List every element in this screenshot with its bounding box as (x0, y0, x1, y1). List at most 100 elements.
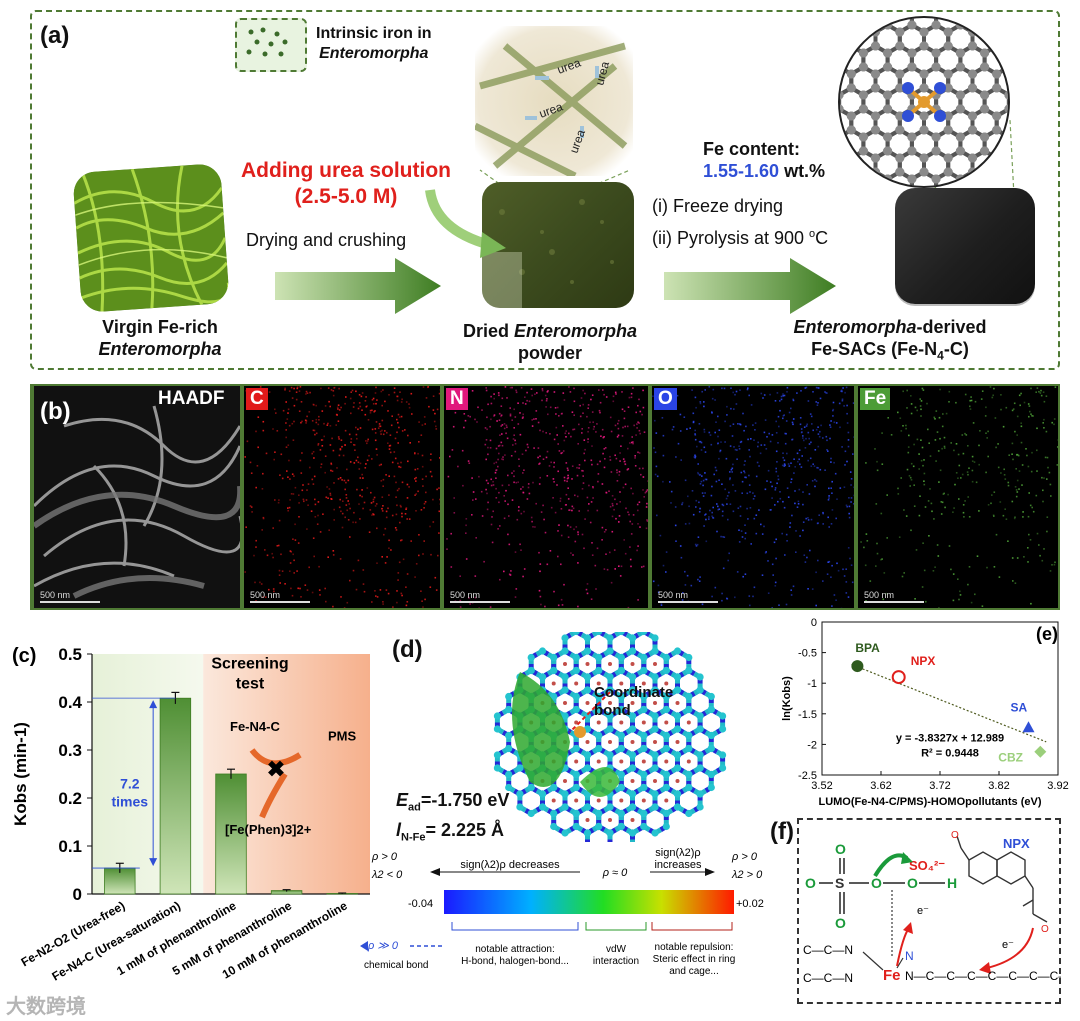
n-fe-bond-top (862, 951, 884, 971)
watermark: 大数跨境 (6, 996, 86, 1018)
caption-dried-italic: Enteromorpha (514, 321, 638, 341)
caption-virgin-line2: Enteromorpha (98, 339, 222, 359)
panel-f-letter: (f) (770, 818, 794, 845)
chain-label: N—C—C—C—C—C—C—C— (905, 969, 1061, 983)
iron-legend-box (235, 18, 307, 72)
chart-c-ytick-label: 0.4 (58, 693, 82, 712)
vdw-label1: vdW (606, 944, 627, 955)
chart-c-ratio-arrow-down (149, 858, 158, 867)
caption-derived-italic: Enteromorpha (793, 317, 917, 337)
o-atom-left: O (805, 875, 816, 891)
chart-e-fit-line (851, 663, 1047, 743)
o-atom-bridge1: O (871, 875, 882, 891)
seaweed-photo (72, 163, 230, 313)
chart-c-ratio-value: 7.2 (120, 775, 140, 791)
chart-e-r2: R² = 0.9448 (921, 747, 979, 759)
chart-c-ytick-label: 0 (73, 885, 82, 904)
nci-gradient-bar (444, 890, 734, 914)
repulsion-label1: notable repulsion: (655, 942, 734, 953)
haadf-texture (32, 386, 244, 608)
coordinate-bond-label: Coordinate bond (594, 684, 674, 719)
panel-a-letter: (a) (40, 22, 70, 49)
panel-e-letter: (e) (1036, 624, 1058, 644)
fesac-tile (895, 188, 1035, 304)
chart-c-reaction-arrow-2 (259, 772, 288, 819)
increases-label1: sign(λ2)ρ (655, 847, 700, 859)
increases-label2: increases (654, 859, 702, 871)
left-cond2: λ2 < 0 (371, 869, 403, 881)
attraction-label2: H-bond, halogen-bond... (461, 956, 569, 967)
chart-e-equation: y = -3.8327x + 12.989 (896, 732, 1004, 744)
npx-molecule (956, 835, 1048, 923)
fe-electron-arrow-head (903, 922, 913, 934)
scale-min: -0.04 (408, 898, 433, 910)
chart-e-ytick-label: -1.5 (798, 709, 817, 721)
chart-e-point-label: BPA (855, 641, 880, 655)
panel-f-frame (797, 818, 1061, 1004)
chemical-bond-arrow-head (360, 941, 368, 951)
caption-derived-line2: Fe-SACs (Fe-N (811, 339, 938, 359)
repulsion-label2: Steric effect in ring (653, 954, 736, 965)
increases-arrow-head (705, 868, 715, 876)
repulsion-label3: and cage... (669, 966, 718, 977)
vdw-label2: interaction (593, 956, 639, 967)
caption-derived-suffix: -derived (916, 317, 987, 337)
eds-label-o: O (654, 388, 677, 410)
caption-derived-sub: 4 (937, 348, 944, 363)
panel-f-mechanism: O O O O O H S e⁻ SO₄²⁻ O O NPX e⁻ C—C—N … (803, 830, 1061, 985)
scalebar-fe (864, 601, 924, 603)
chart-c-ratio-unit: times (112, 793, 149, 809)
scalebar-label-c: 500 nm (250, 590, 281, 600)
eds-label-c: C (246, 388, 268, 410)
chart-c-bar (215, 773, 247, 895)
fe-n4-structure-inset (838, 16, 1010, 188)
o-atom-top: O (835, 841, 846, 857)
attraction-label1: notable attraction: (475, 944, 555, 955)
eds-label-fe: Fe (860, 388, 891, 410)
chart-c-ratio-arrow-up (149, 700, 158, 709)
adding-urea-line1: Adding urea solution (241, 159, 451, 182)
panel-c-letter: (c) (12, 645, 36, 667)
caption-dried-prefix: Dried (462, 321, 514, 341)
step-pyrolysis-text: (ii) Pyrolysis at 900 (652, 228, 810, 248)
caption-dried-line2: powder (517, 343, 582, 363)
caption-virgin: Virgin Fe-rich Enteromorpha (80, 316, 240, 360)
chart-e-xlabel: LUMO(Fe-N4-C/PMS)-HOMOpollutants (eV) (818, 796, 1041, 808)
chemical-bond-label: chemical bond (364, 960, 428, 971)
chart-c-reaction-arrow (249, 748, 302, 767)
rho-big-label: ρ ≫ 0 (367, 940, 399, 952)
adding-urea-line2: (2.5-5.0 M) (294, 185, 398, 208)
eds-fe-texture (860, 386, 1060, 609)
microscope-inset: urea urea urea urea (475, 26, 633, 176)
chart-c-screening-label2: test (236, 675, 265, 692)
vdw-bracket (585, 922, 647, 931)
so4-label: SO₄²⁻ (909, 858, 945, 873)
chart-c-catalyst-label: Fe-N4-C (230, 719, 280, 734)
eds-map-c: C 500 nm (242, 384, 442, 610)
chart-e-ytick-label: 0 (811, 617, 817, 629)
panel-b-letter: (b) (40, 398, 71, 425)
cc-top-label: C—C—N (803, 943, 853, 957)
step-pyrolysis: (ii) Pyrolysis at 900 oC (652, 228, 829, 248)
arrow-pyrolysis-icon (664, 258, 836, 314)
chart-e-xtick-label: 3.62 (870, 780, 891, 792)
chart-e-ytick-label: -2.5 (798, 770, 817, 782)
nci-color-scale: ρ > 0 λ2 < 0 sign(λ2)ρ decreases ρ ≈ 0 s… (360, 847, 764, 977)
npx-oxygen: O (951, 830, 959, 841)
chart-e-ytick-label: -0.5 (798, 648, 817, 660)
ead-value: =-1.750 eV (420, 790, 510, 810)
chart-e-point-label: SA (1011, 700, 1028, 714)
chart-c-bar (159, 697, 192, 895)
chart-c-block-x-icon: ✖ (267, 756, 285, 781)
iron-dots-icon (246, 27, 288, 57)
scalebar-label-haadf: 500 nm (40, 590, 71, 600)
eds-label-haadf: HAADF (158, 388, 225, 409)
right-cond1: ρ > 0 (731, 851, 758, 863)
chart-e-xtick-label: 3.52 (811, 780, 832, 792)
chart-c-ytick-label: 0.5 (58, 645, 82, 664)
caption-derived: Enteromorpha-derived Fe-SACs (Fe-N4-C) (770, 316, 1010, 367)
npx-electron-arrow-head (979, 962, 991, 974)
inf-value: = 2.225 Å (425, 820, 505, 840)
chart-e-point-npx (891, 670, 906, 685)
